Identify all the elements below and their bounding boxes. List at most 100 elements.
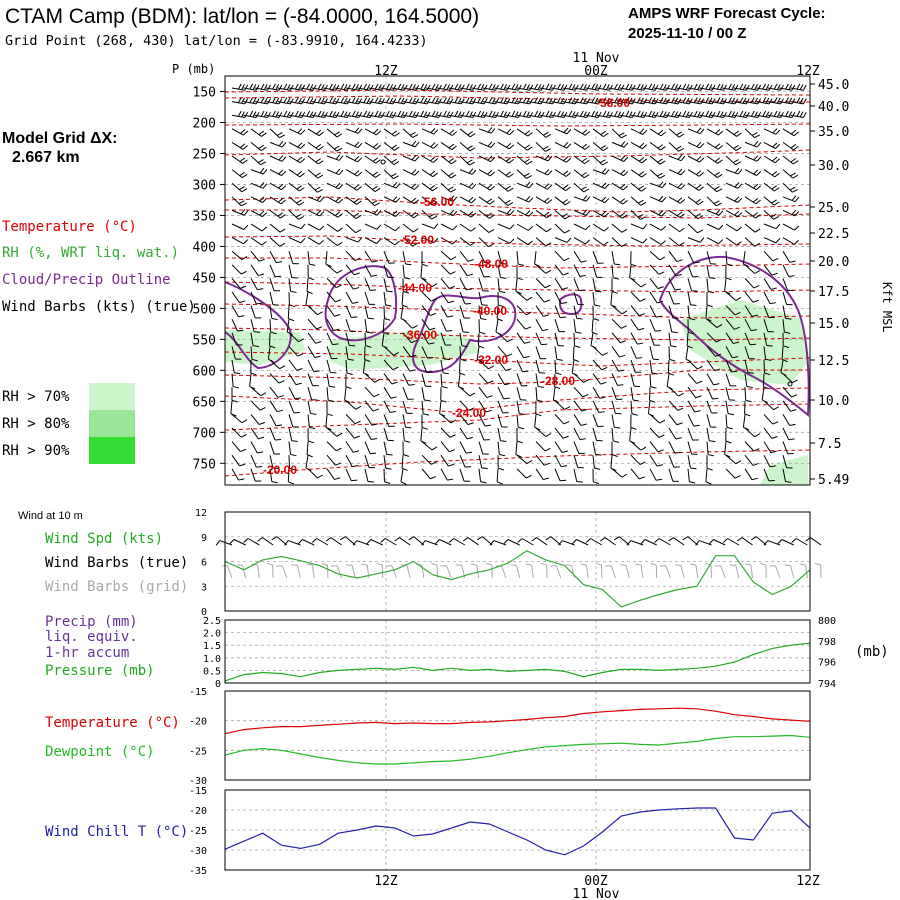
- profile-wind-barb-flag: [429, 185, 436, 190]
- profile-wind-barb-flag: [757, 111, 762, 118]
- surface-wind-barb-grid: [296, 565, 301, 579]
- profile-wind-barb-flag: [670, 345, 677, 348]
- profile-wind-barb-flag: [479, 331, 486, 335]
- profile-wind-barb-flag: [366, 331, 373, 334]
- profile-wind-barb-flag: [764, 372, 771, 376]
- profile-wind-barb-flag: [695, 184, 702, 190]
- profile-wind-barb-flag: [295, 382, 302, 386]
- profile-wind-barb-flag: [449, 195, 455, 201]
- profile-wind-barb: [706, 196, 717, 207]
- station-marker: [787, 381, 793, 387]
- profile-wind-barb: [535, 359, 540, 373]
- profile-wind-barb-flag: [408, 110, 413, 117]
- profile-wind-barb: [668, 386, 679, 397]
- profile-wind-barb-flag: [678, 392, 685, 397]
- profile-wind-barb-flag: [737, 183, 743, 189]
- profile-wind-barb-flag: [319, 211, 325, 217]
- profile-wind-barb-flag: [775, 129, 781, 135]
- profile-wind-barb: [345, 468, 352, 481]
- profile-wind-barb-flag: [566, 143, 572, 149]
- profile-wind-barb-flag: [625, 97, 630, 103]
- height-tick-label: 12.5: [818, 354, 849, 369]
- profile-wind-barb-flag: [357, 142, 363, 149]
- profile-wind-barb: [231, 454, 240, 467]
- profile-wind-barb: [402, 400, 408, 414]
- profile-wind-barb: [515, 278, 518, 292]
- profile-wind-barb-flag: [537, 111, 542, 118]
- profile-wind-barb: [535, 223, 547, 233]
- profile-wind-barb-flag: [623, 171, 629, 177]
- profile-wind-barb: [326, 359, 331, 373]
- profile-wind-barb: [687, 441, 693, 455]
- profile-wind-barb-flag: [638, 327, 645, 331]
- profile-wind-barb: [744, 427, 755, 438]
- profile-wind-barb: [763, 441, 772, 453]
- temperature-contour-line: [224, 196, 811, 213]
- profile-wind-barb-flag: [448, 463, 455, 467]
- surface-wind-barb-grid: [775, 565, 781, 579]
- profile-wind-barb: [326, 305, 335, 317]
- profile-wind-barb: [288, 251, 294, 264]
- profile-wind-barb: [724, 278, 727, 292]
- profile-wind-barb: [440, 373, 443, 387]
- profile-wind-barb-flag: [300, 129, 306, 135]
- wc-series: [224, 807, 811, 856]
- profile-wind-barb-flag: [511, 83, 516, 90]
- profile-wind-barb: [573, 468, 578, 482]
- profile-wind-barb: [763, 346, 767, 360]
- profile-wind-barb: [478, 250, 486, 264]
- profile-wind-barb: [402, 427, 405, 441]
- height-tick-label: 35.0: [818, 125, 849, 140]
- profile-wind-barb-flag: [400, 84, 405, 90]
- profile-wind-barb-flag: [651, 97, 656, 104]
- profile-wind-barb: [725, 155, 736, 166]
- height-tick-label: 25.0: [818, 201, 849, 216]
- profile-wind-barb-flag: [752, 212, 759, 217]
- profile-wind-barb: [725, 468, 736, 479]
- profile-wind-barb: [725, 291, 737, 301]
- profile-wind-barb-flag: [705, 481, 712, 485]
- profile-wind-barb: [573, 237, 586, 245]
- profile-wind-barb-flag: [471, 198, 477, 204]
- surface-wind-barb-grid-flag: [306, 563, 313, 566]
- profile-wind-barb: [231, 346, 236, 360]
- profile-wind-barb-flag: [599, 396, 606, 399]
- profile-wind-barb-flag: [449, 285, 455, 289]
- profile-wind-barb-flag: [408, 83, 413, 90]
- surface-wind-barb-true: [781, 539, 794, 546]
- top-date-label: 11 Nov: [573, 51, 620, 66]
- profile-wind-barb-flag: [509, 238, 515, 244]
- profile-wind-barb: [326, 128, 338, 138]
- profile-wind-barb: [516, 468, 527, 479]
- surface-wind-barb-true-flag: [722, 538, 728, 543]
- profile-wind-barb-flag: [452, 210, 458, 217]
- profile-wind-barb: [288, 386, 296, 400]
- profile-wind-barb-flag: [734, 326, 740, 330]
- profile-wind-barb: [364, 264, 372, 277]
- profile-wind-barb-flag: [298, 338, 305, 343]
- profile-wind-barb-flag: [656, 478, 663, 481]
- temperature-contour-line: [225, 209, 811, 219]
- profile-wind-barb-flag: [324, 98, 328, 105]
- profile-wind-barb-flag: [716, 202, 722, 207]
- profile-wind-barb-flag: [715, 209, 721, 215]
- surface-wind-barb-true: [399, 537, 411, 546]
- profile-wind-barb-flag: [358, 111, 363, 118]
- profile-wind-barb-flag: [481, 467, 488, 470]
- ytick-label: 0.5: [203, 666, 221, 677]
- profile-wind-barb-flag: [372, 157, 379, 162]
- surface-wind-barb-true-flag: [545, 536, 552, 541]
- profile-wind-barb-flag: [700, 84, 705, 91]
- profile-wind-barb-flag: [353, 184, 360, 189]
- profile-wind-barb-flag: [299, 187, 305, 192]
- profile-wind-barb-flag: [386, 83, 390, 90]
- profile-wind-barb: [231, 373, 234, 387]
- profile-wind-barb-flag: [447, 478, 454, 481]
- profile-wind-barb-flag: [498, 467, 505, 471]
- profile-wind-barb-flag: [600, 130, 607, 136]
- profile-wind-barb-flag: [756, 142, 762, 148]
- profile-wind-barb: [459, 182, 472, 190]
- profile-wind-barb-flag: [386, 97, 390, 103]
- surface-wind-barb-grid-flag: [266, 562, 273, 566]
- profile-wind-barb-flag: [731, 370, 738, 373]
